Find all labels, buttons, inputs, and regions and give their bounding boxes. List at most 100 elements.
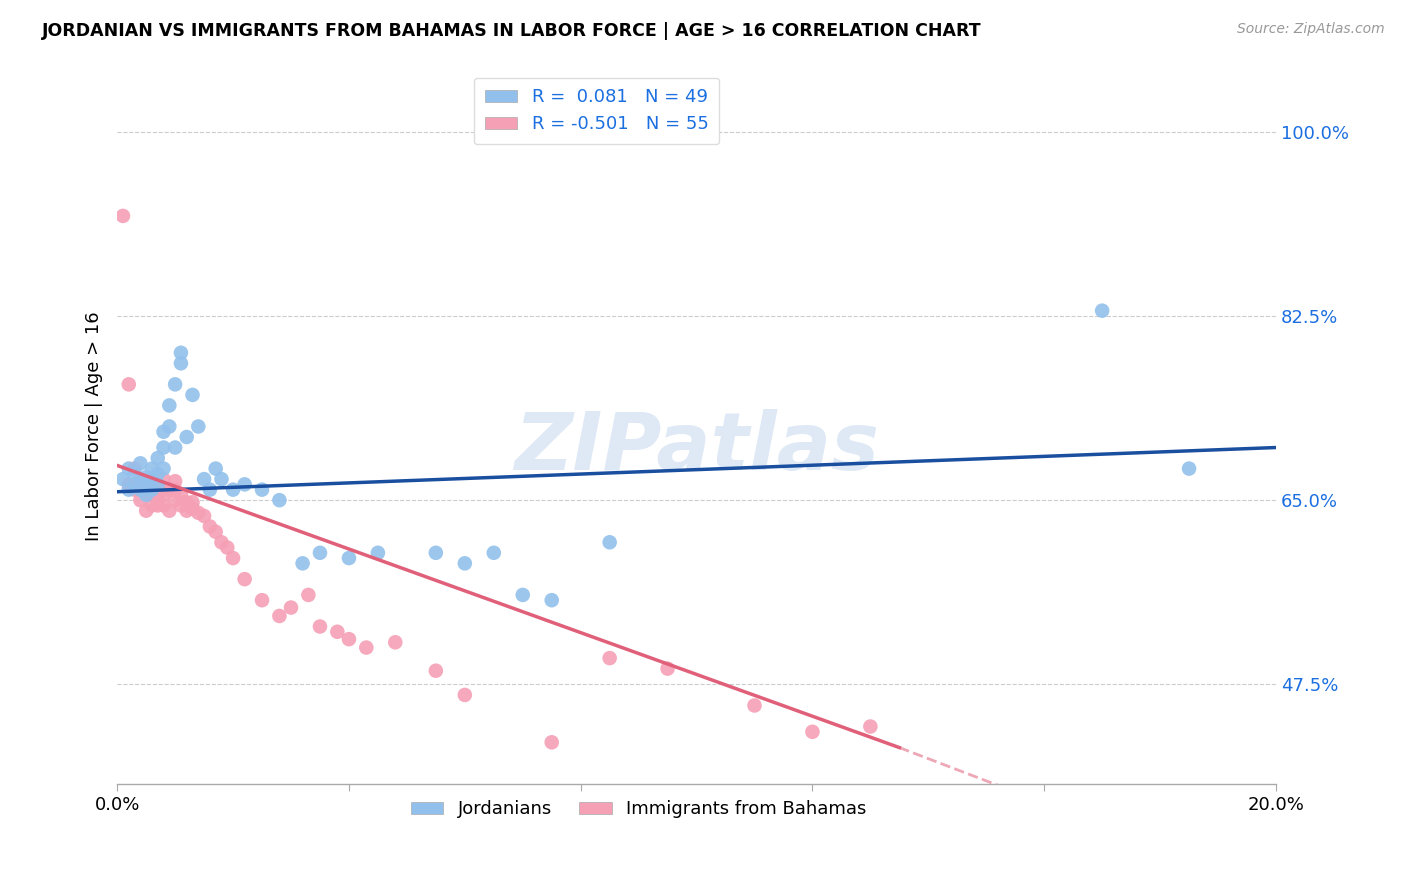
- Point: [425, 546, 447, 560]
- Point: [291, 557, 314, 571]
- Text: Source: ZipAtlas.com: Source: ZipAtlas.com: [1237, 22, 1385, 37]
- Point: [135, 504, 157, 518]
- Point: [135, 488, 157, 502]
- Point: [152, 441, 174, 455]
- Point: [124, 483, 146, 497]
- Point: [198, 483, 221, 497]
- Point: [181, 388, 204, 402]
- Point: [152, 488, 174, 502]
- Point: [146, 499, 169, 513]
- Point: [146, 488, 169, 502]
- Point: [309, 619, 332, 633]
- Point: [269, 609, 291, 624]
- Point: [124, 477, 146, 491]
- Point: [744, 698, 766, 713]
- Point: [146, 451, 169, 466]
- Point: [141, 483, 163, 497]
- Point: [135, 483, 157, 497]
- Text: ZIPatlas: ZIPatlas: [515, 409, 879, 487]
- Point: [124, 461, 146, 475]
- Point: [146, 483, 169, 497]
- Point: [337, 551, 360, 566]
- Point: [157, 483, 180, 497]
- Text: JORDANIAN VS IMMIGRANTS FROM BAHAMAS IN LABOR FORCE | AGE > 16 CORRELATION CHART: JORDANIAN VS IMMIGRANTS FROM BAHAMAS IN …: [42, 22, 981, 40]
- Point: [170, 356, 193, 370]
- Point: [1091, 303, 1114, 318]
- Point: [250, 483, 273, 497]
- Point: [135, 474, 157, 488]
- Point: [176, 430, 198, 444]
- Point: [165, 483, 187, 497]
- Point: [250, 593, 273, 607]
- Point: [170, 488, 193, 502]
- Point: [454, 557, 477, 571]
- Point: [135, 470, 157, 484]
- Point: [146, 467, 169, 481]
- Point: [204, 524, 226, 539]
- Point: [211, 535, 233, 549]
- Point: [176, 504, 198, 518]
- Point: [599, 651, 621, 665]
- Point: [118, 461, 141, 475]
- Point: [482, 546, 505, 560]
- Point: [181, 495, 204, 509]
- Point: [118, 477, 141, 491]
- Point: [454, 688, 477, 702]
- Point: [204, 461, 226, 475]
- Point: [152, 499, 174, 513]
- Point: [129, 483, 152, 497]
- Point: [540, 593, 562, 607]
- Point: [176, 495, 198, 509]
- Point: [111, 472, 134, 486]
- Point: [222, 483, 245, 497]
- Point: [233, 572, 256, 586]
- Point: [157, 399, 180, 413]
- Point: [165, 377, 187, 392]
- Point: [384, 635, 406, 649]
- Point: [129, 472, 152, 486]
- Point: [157, 419, 180, 434]
- Point: [198, 519, 221, 533]
- Point: [356, 640, 378, 655]
- Point: [165, 474, 187, 488]
- Point: [157, 504, 180, 518]
- Point: [193, 472, 215, 486]
- Point: [129, 493, 152, 508]
- Point: [152, 425, 174, 439]
- Point: [1178, 461, 1201, 475]
- Point: [118, 483, 141, 497]
- Point: [170, 345, 193, 359]
- Point: [146, 477, 169, 491]
- Point: [152, 472, 174, 486]
- Point: [187, 419, 209, 434]
- Point: [297, 588, 319, 602]
- Legend: Jordanians, Immigrants from Bahamas: Jordanians, Immigrants from Bahamas: [404, 793, 873, 825]
- Point: [309, 546, 332, 560]
- Point: [859, 719, 882, 733]
- Point: [129, 456, 152, 470]
- Point: [141, 499, 163, 513]
- Point: [193, 508, 215, 523]
- Point: [211, 472, 233, 486]
- Point: [181, 501, 204, 516]
- Point: [141, 461, 163, 475]
- Point: [152, 461, 174, 475]
- Point: [217, 541, 239, 555]
- Point: [141, 472, 163, 486]
- Point: [222, 551, 245, 566]
- Y-axis label: In Labor Force | Age > 16: In Labor Force | Age > 16: [86, 311, 103, 541]
- Point: [233, 477, 256, 491]
- Point: [540, 735, 562, 749]
- Point: [170, 499, 193, 513]
- Point: [111, 209, 134, 223]
- Point: [118, 377, 141, 392]
- Point: [280, 600, 302, 615]
- Point: [269, 493, 291, 508]
- Point: [337, 632, 360, 647]
- Point: [129, 477, 152, 491]
- Point: [187, 506, 209, 520]
- Point: [157, 483, 180, 497]
- Point: [124, 467, 146, 481]
- Point: [165, 493, 187, 508]
- Point: [801, 724, 824, 739]
